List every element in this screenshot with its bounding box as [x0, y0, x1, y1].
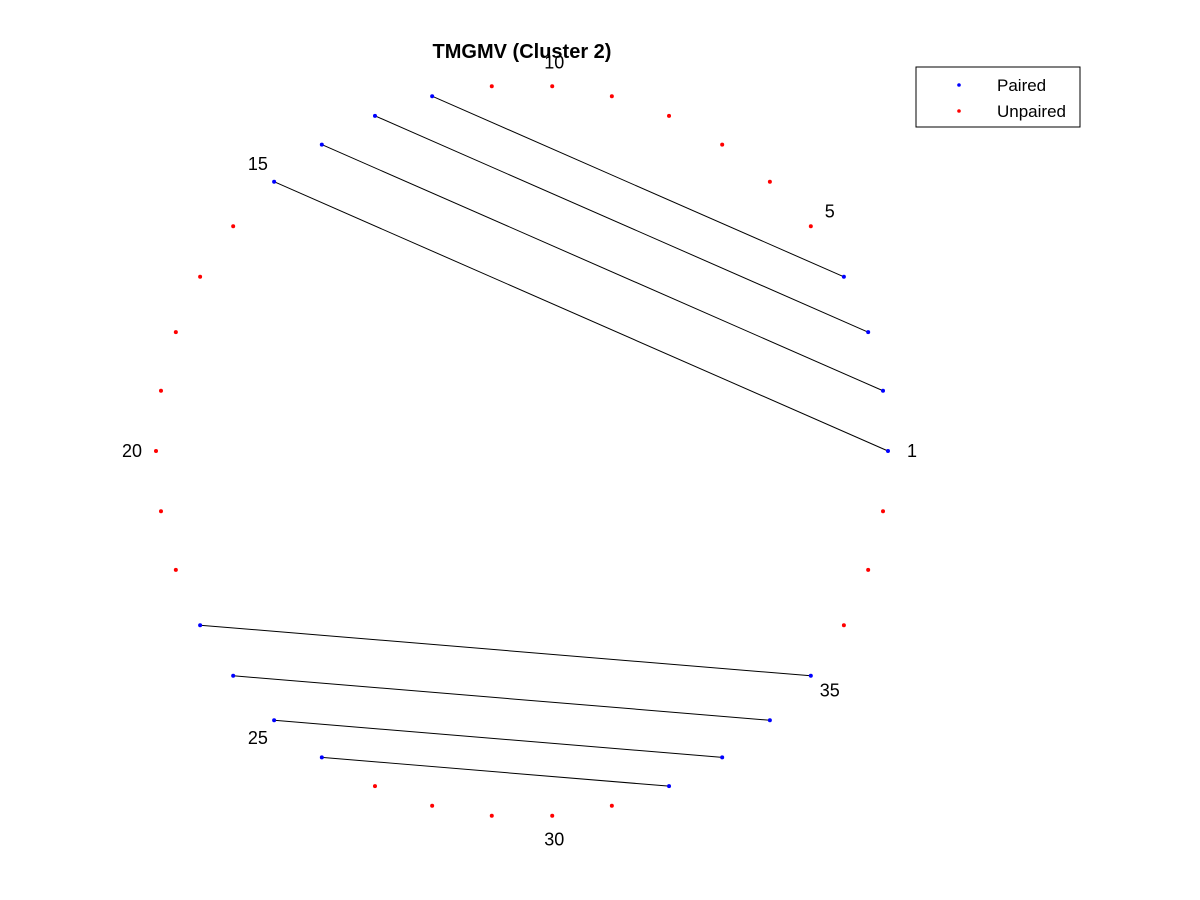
point-31 — [609, 803, 614, 808]
point-9 — [609, 94, 614, 99]
legend-label-unpaired: Unpaired — [997, 102, 1066, 121]
point-38 — [881, 509, 886, 514]
legend-label-paired: Paired — [997, 76, 1046, 95]
pair-line-3-13 — [374, 115, 869, 333]
point-7 — [720, 142, 725, 147]
point-13 — [372, 113, 377, 118]
point-35 — [808, 673, 813, 678]
points — [154, 84, 890, 818]
pair-line-24-34 — [233, 675, 770, 721]
point-24 — [231, 673, 236, 678]
point-16 — [231, 224, 236, 229]
legend-marker-paired — [957, 83, 961, 87]
point-19 — [158, 388, 163, 393]
position-label-20: 20 — [122, 441, 142, 461]
position-label-1: 1 — [907, 441, 917, 461]
point-27 — [372, 784, 377, 789]
position-label-25: 25 — [248, 728, 268, 748]
point-36 — [841, 623, 846, 628]
point-37 — [866, 567, 871, 572]
pair-lines — [200, 95, 889, 787]
legend: Paired Unpaired — [915, 66, 1081, 128]
position-label-10: 10 — [544, 52, 564, 72]
point-26 — [319, 755, 324, 760]
point-3 — [866, 330, 871, 335]
point-4 — [841, 274, 846, 279]
point-20 — [154, 449, 158, 453]
pair-line-4-12 — [431, 95, 845, 278]
point-17 — [198, 274, 203, 279]
point-30 — [550, 813, 555, 818]
position-label-35: 35 — [820, 681, 840, 701]
point-10 — [550, 84, 555, 89]
point-33 — [720, 755, 725, 760]
legend-marker-unpaired — [957, 109, 961, 113]
position-label-15: 15 — [248, 154, 268, 174]
point-22 — [173, 567, 178, 572]
point-11 — [489, 84, 494, 89]
point-1 — [886, 449, 890, 453]
point-28 — [430, 803, 435, 808]
point-6 — [767, 179, 772, 184]
point-2 — [881, 388, 886, 393]
point-5 — [808, 224, 813, 229]
point-32 — [667, 784, 672, 789]
pair-line-25-33 — [274, 719, 723, 758]
point-18 — [173, 330, 178, 335]
point-8 — [667, 113, 672, 118]
position-label-30: 30 — [544, 830, 564, 850]
point-23 — [198, 623, 203, 628]
chart-title: TMGMV (Cluster 2) — [433, 41, 612, 63]
pair-line-2-14 — [321, 144, 884, 392]
point-21 — [158, 509, 163, 514]
pair-line-1-15 — [273, 181, 889, 452]
point-29 — [489, 813, 494, 818]
pair-line-23-35 — [200, 624, 811, 677]
point-14 — [319, 142, 324, 147]
pair-line-26-32 — [321, 756, 670, 787]
point-15 — [272, 179, 277, 184]
legend-box — [915, 66, 1081, 128]
point-25 — [272, 718, 277, 723]
position-label-5: 5 — [825, 201, 835, 221]
point-12 — [430, 94, 435, 99]
point-34 — [767, 718, 772, 723]
